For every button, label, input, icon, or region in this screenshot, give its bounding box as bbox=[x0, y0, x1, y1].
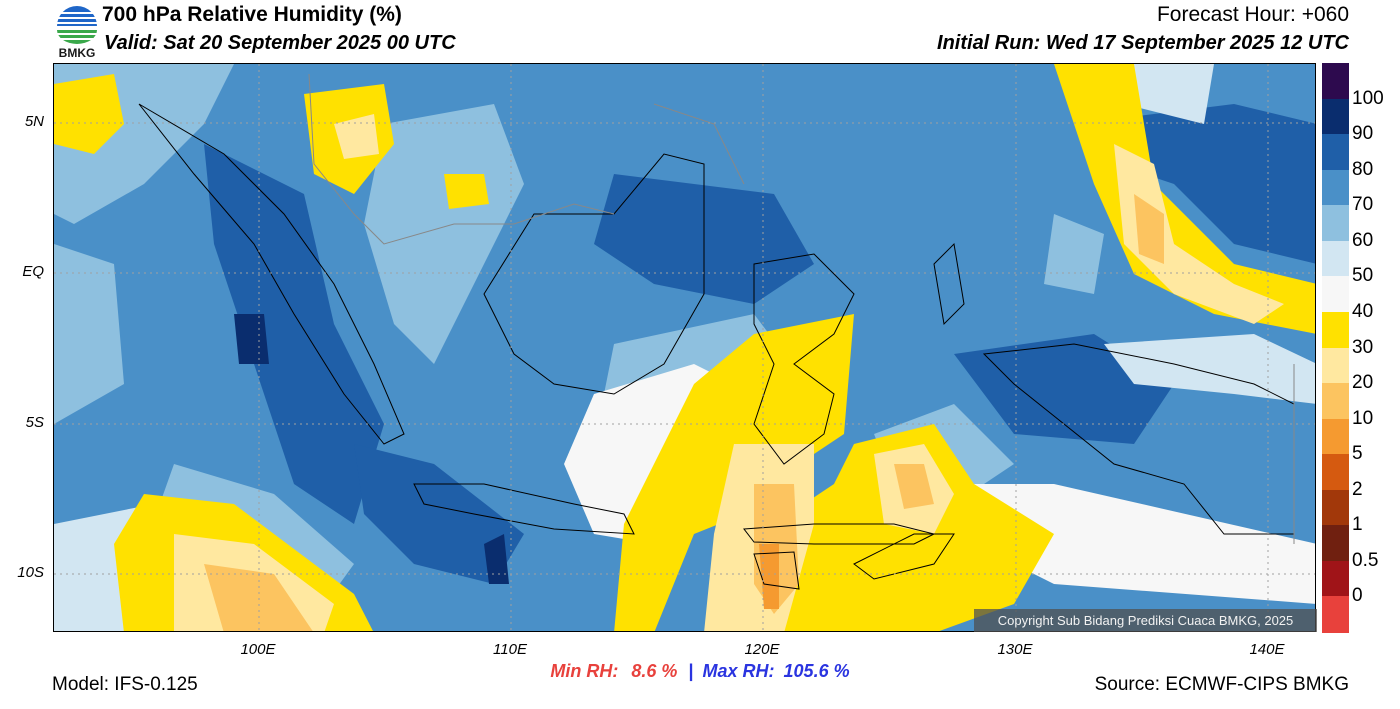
colorbar-segment bbox=[1322, 347, 1349, 384]
stats-separator: | bbox=[688, 661, 694, 681]
min-rh-value: 8.6 % bbox=[631, 661, 678, 681]
humidity-map bbox=[53, 63, 1316, 632]
colorbar-label: 50 bbox=[1352, 265, 1374, 287]
colorbar-label: 10 bbox=[1352, 407, 1374, 429]
colorbar-label: 100 bbox=[1352, 87, 1384, 109]
lon-label-140e: 140E bbox=[1249, 641, 1285, 658]
colorbar bbox=[1322, 63, 1349, 633]
lon-label-130e: 130E bbox=[997, 641, 1033, 658]
colorbar-label: 70 bbox=[1352, 194, 1374, 216]
max-rh-value: 105.6 % bbox=[783, 661, 850, 681]
colorbar-segment bbox=[1322, 98, 1349, 135]
colorbar-label: 5 bbox=[1352, 443, 1363, 465]
colorbar-segment bbox=[1322, 311, 1349, 348]
valid-time: Valid: Sat 20 September 2025 00 UTC bbox=[104, 32, 456, 54]
colorbar-segment bbox=[1322, 489, 1349, 526]
colorbar-segment bbox=[1322, 240, 1349, 277]
lat-label-5n: 5N bbox=[24, 113, 44, 130]
chart-title: 700 hPa Relative Humidity (%) bbox=[102, 3, 402, 26]
colorbar-label: 90 bbox=[1352, 123, 1374, 145]
colorbar-segment bbox=[1322, 560, 1349, 597]
forecast-hour: Forecast Hour: +060 bbox=[1156, 3, 1349, 26]
humidity-field bbox=[54, 64, 1315, 631]
colorbar-label: 20 bbox=[1352, 372, 1374, 394]
min-rh-label: Min RH: bbox=[550, 661, 619, 681]
lon-label-100e: 100E bbox=[240, 641, 276, 658]
colorbar-label: 60 bbox=[1352, 229, 1374, 251]
colorbar-segment bbox=[1322, 134, 1349, 171]
colorbar-segment bbox=[1322, 383, 1349, 420]
colorbar-label: 30 bbox=[1352, 336, 1374, 358]
colorbar-label: 0 bbox=[1352, 585, 1363, 607]
colorbar-label: 80 bbox=[1352, 158, 1374, 180]
colorbar-segment bbox=[1322, 596, 1349, 633]
model-info: Model: IFS-0.125 bbox=[52, 674, 198, 695]
lon-label-110e: 110E bbox=[493, 641, 527, 658]
max-rh-label: Max RH: bbox=[702, 661, 775, 681]
colorbar-segment bbox=[1322, 205, 1349, 242]
colorbar-segment bbox=[1322, 169, 1349, 206]
colorbar-segment bbox=[1322, 276, 1349, 313]
initial-run: Initial Run: Wed 17 September 2025 12 UT… bbox=[937, 32, 1349, 54]
colorbar-label: 40 bbox=[1352, 300, 1374, 322]
colorbar-label: 2 bbox=[1352, 478, 1363, 500]
colorbar-segment bbox=[1322, 63, 1349, 100]
colorbar-label: 0.5 bbox=[1352, 549, 1379, 571]
colorbar-segment bbox=[1322, 454, 1349, 491]
lon-label-120e: 120E bbox=[744, 641, 780, 658]
colorbar-label: 1 bbox=[1352, 514, 1363, 536]
bmkg-logo: BMKG bbox=[53, 2, 101, 60]
colorbar-segment bbox=[1322, 525, 1349, 562]
lat-label-10s: 10S bbox=[17, 564, 44, 581]
lat-label-5s: 5S bbox=[25, 414, 44, 431]
copyright-notice: Copyright Sub Bidang Prediksi Cuaca BMKG… bbox=[974, 609, 1317, 632]
lat-label-eq: EQ bbox=[22, 263, 44, 280]
colorbar-segment bbox=[1322, 418, 1349, 455]
bmkg-logo-text: BMKG bbox=[58, 46, 96, 60]
rh-stats: Min RH: 8.6 % | Max RH: 105.6 % bbox=[0, 661, 1400, 682]
bmkg-logo-emblem bbox=[57, 6, 97, 44]
source-info: Source: ECMWF-CIPS BMKG bbox=[1094, 674, 1349, 695]
